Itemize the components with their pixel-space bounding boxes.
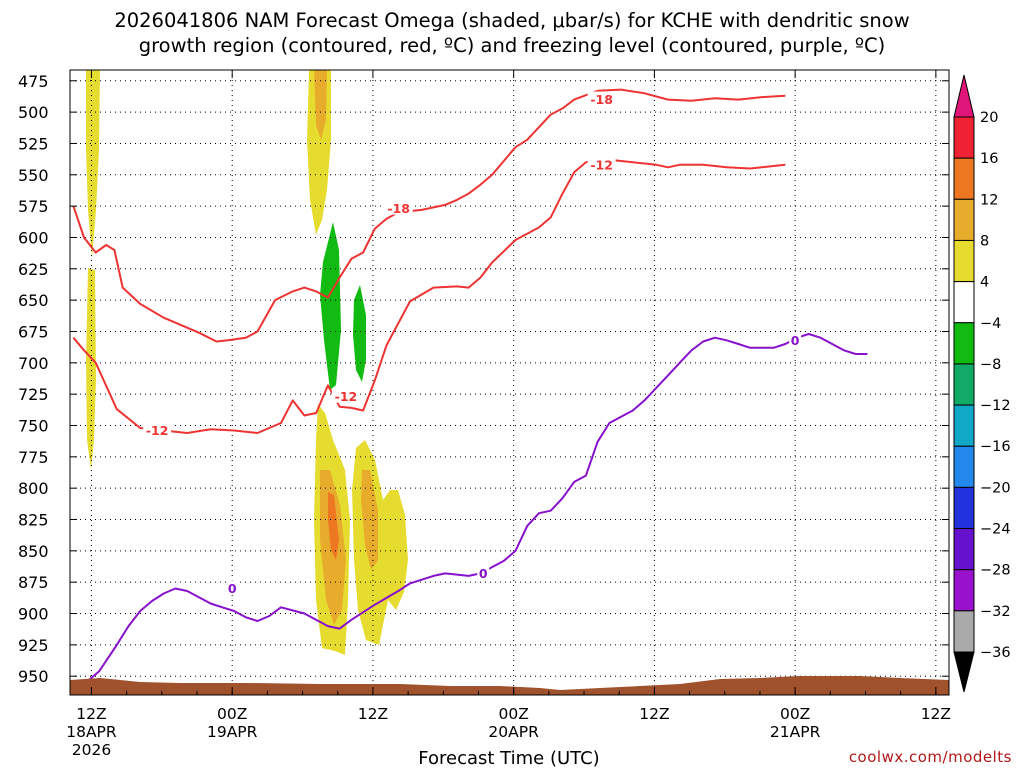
colorbar-tick-label: −16 bbox=[980, 439, 1011, 455]
omega-region-green bbox=[320, 222, 341, 390]
colorbar-swatch bbox=[953, 486, 975, 530]
colorbar-swatch bbox=[953, 363, 975, 406]
x-tick-label: 00Z bbox=[780, 705, 810, 723]
contour-label: -18 bbox=[590, 92, 613, 107]
contour-label-bg bbox=[587, 91, 616, 106]
colorbar-tick-label: 8 bbox=[980, 233, 989, 249]
colorbar-tick-label: −4 bbox=[980, 316, 1001, 332]
colorbar-tick-label: 20 bbox=[980, 110, 998, 126]
contour-label-bg bbox=[226, 580, 239, 595]
colorbar-min-arrow bbox=[953, 651, 975, 693]
x-tick-label: 12Z bbox=[921, 705, 951, 723]
contour-label: -12 bbox=[146, 423, 169, 438]
colorbar-swatch bbox=[953, 528, 975, 571]
omega-region-yellow bbox=[86, 268, 96, 470]
terrain-ground bbox=[70, 676, 949, 695]
colorbar-swatch bbox=[953, 610, 975, 653]
colorbar-swatch bbox=[953, 569, 975, 612]
y-tick-label: 850 bbox=[18, 542, 49, 561]
colorbar-swatch bbox=[953, 116, 975, 159]
omega-region-orange bbox=[328, 492, 339, 560]
colorbar-swatch bbox=[953, 404, 975, 447]
colorbar-swatch bbox=[953, 198, 975, 241]
x-axis-label: Forecast Time (UTC) bbox=[418, 748, 599, 768]
colorbar-swatch bbox=[953, 281, 975, 324]
contour-label: -12 bbox=[590, 157, 613, 172]
contour-line bbox=[72, 158, 786, 434]
colorbar-tick-label: 16 bbox=[980, 151, 998, 167]
omega-region-yellow bbox=[86, 70, 100, 258]
y-tick-label: 675 bbox=[18, 322, 49, 341]
y-tick-label: 900 bbox=[18, 605, 49, 624]
contour-label: 0 bbox=[228, 581, 237, 596]
x-tick-year: 2026 bbox=[72, 741, 111, 759]
contour-label-bg bbox=[331, 388, 360, 403]
chart-title-line2: growth region (contoured, red, ºC) and f… bbox=[139, 34, 886, 57]
y-tick-label: 650 bbox=[18, 291, 49, 310]
plot-area bbox=[70, 70, 949, 695]
contour-line bbox=[72, 333, 868, 693]
colorbar-tick-label: 12 bbox=[980, 192, 998, 208]
y-tick-label: 925 bbox=[18, 636, 49, 655]
colorbar-max-arrow bbox=[953, 74, 975, 118]
x-tick-label: 00Z bbox=[498, 705, 528, 723]
colorbar-tick-label: −32 bbox=[980, 604, 1011, 620]
contour-label-bg bbox=[143, 422, 172, 437]
y-tick-label: 550 bbox=[18, 166, 49, 185]
omega-region-orange bbox=[361, 470, 378, 570]
y-tick-label: 700 bbox=[18, 354, 49, 373]
y-tick-label: 750 bbox=[18, 416, 49, 435]
y-tick-label: 475 bbox=[18, 72, 49, 91]
colorbar-swatch bbox=[953, 322, 975, 365]
y-tick-label: 950 bbox=[18, 667, 49, 686]
x-tick-date: 21APR bbox=[770, 723, 821, 741]
y-tick-label: 800 bbox=[18, 479, 49, 498]
y-tick-label: 575 bbox=[18, 197, 49, 216]
x-tick-label: 12Z bbox=[76, 705, 106, 723]
colorbar-tick-label: −28 bbox=[980, 563, 1011, 579]
contour-label: -12 bbox=[335, 389, 358, 404]
contour-label: -18 bbox=[387, 201, 410, 216]
contour-label: 0 bbox=[479, 566, 488, 581]
colorbar-swatch bbox=[953, 239, 975, 283]
x-tick-date: 18APR bbox=[66, 723, 117, 741]
colorbar-tick-label: −8 bbox=[980, 357, 1001, 373]
contour-label-bg bbox=[587, 156, 616, 171]
contour-line bbox=[72, 88, 786, 343]
y-tick-label: 775 bbox=[18, 448, 49, 467]
y-tick-label: 600 bbox=[18, 228, 49, 247]
x-tick-label: 12Z bbox=[639, 705, 669, 723]
colorbar-tick-label: −12 bbox=[980, 398, 1011, 414]
chart-title-line1: 2026041806 NAM Forecast Omega (shaded, μ… bbox=[114, 9, 909, 32]
contour-label-bg bbox=[789, 332, 802, 347]
y-tick-label: 500 bbox=[18, 103, 49, 122]
plot-frame bbox=[69, 69, 950, 696]
y-tick-label: 625 bbox=[18, 260, 49, 279]
x-tick-label: 12Z bbox=[358, 705, 388, 723]
x-tick-date: 20APR bbox=[488, 723, 539, 741]
colorbar-swatch bbox=[953, 157, 975, 200]
colorbar-tick-label: 4 bbox=[980, 275, 989, 291]
contour-label-bg bbox=[384, 200, 413, 215]
x-tick-date: 19APR bbox=[207, 723, 258, 741]
colorbar: 20 16 12 8 4 −4 −8 −12 −16 −20 −24 −28 −32 −36 bbox=[953, 74, 1011, 693]
credit-link[interactable]: coolwx.com/modelts bbox=[849, 748, 1012, 766]
y-tick-label: 825 bbox=[18, 511, 49, 530]
y-tick-label: 725 bbox=[18, 385, 49, 404]
colorbar-tick-label: −36 bbox=[980, 645, 1011, 661]
y-tick-label: 525 bbox=[18, 134, 49, 153]
colorbar-tick-label: −20 bbox=[980, 480, 1011, 496]
contour-label-bg bbox=[477, 565, 490, 580]
colorbar-swatch bbox=[953, 445, 975, 488]
contour-label: 0 bbox=[791, 333, 800, 348]
y-tick-label: 875 bbox=[18, 573, 49, 592]
omega-region-green bbox=[353, 285, 366, 382]
omega-region-orange bbox=[314, 70, 327, 140]
colorbar-tick-label: −24 bbox=[980, 522, 1011, 538]
x-tick-label: 00Z bbox=[217, 705, 247, 723]
